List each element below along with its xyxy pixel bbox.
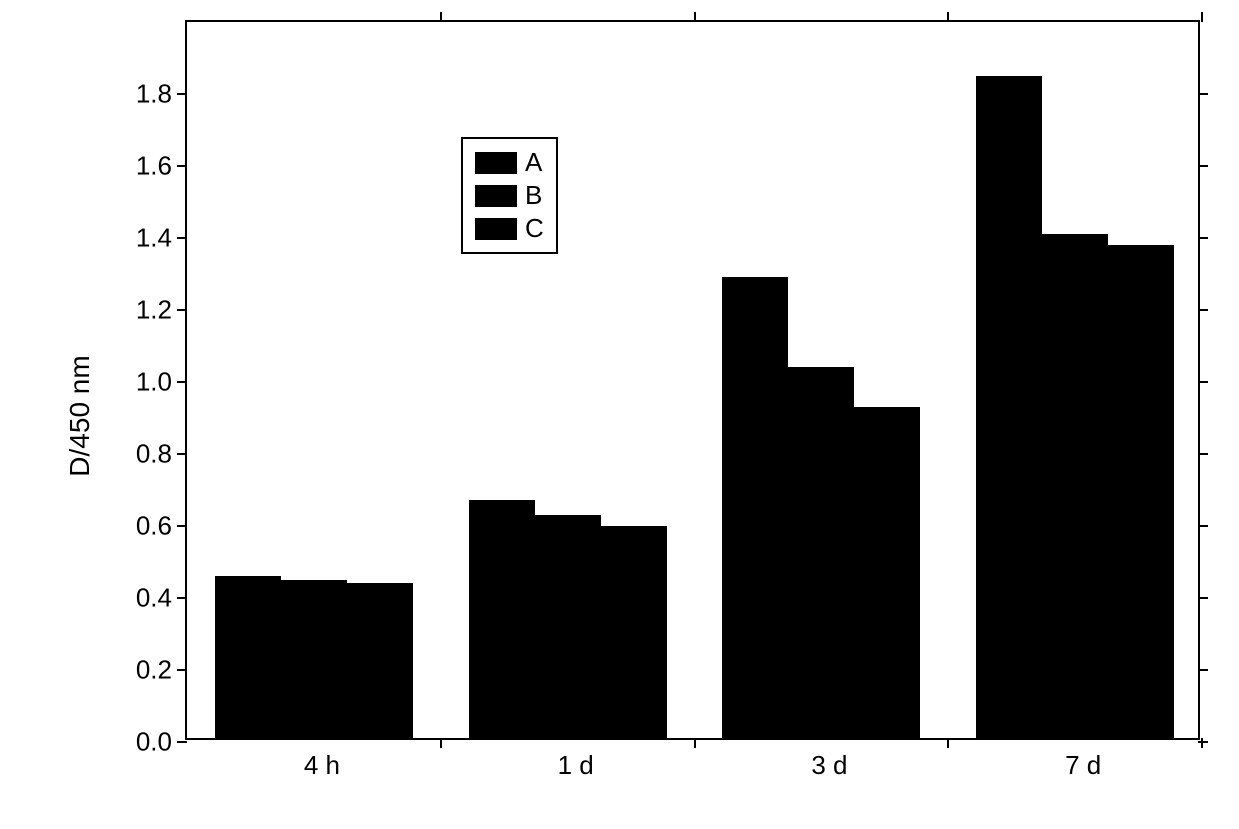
plot-area: ABC 0.00.20.40.60.81.01.21.41.61.84 h1 d… <box>185 20 1200 740</box>
legend-swatch <box>475 152 517 174</box>
bar-B-1d <box>535 515 601 738</box>
legend-label: C <box>525 213 544 244</box>
y-tick <box>1198 309 1208 311</box>
y-tick <box>177 309 187 311</box>
y-tick <box>177 741 187 743</box>
bar-A-7d <box>976 76 1042 738</box>
y-tick <box>1198 669 1208 671</box>
x-tick-label: 3 d <box>811 750 847 781</box>
legend-label: A <box>525 147 542 178</box>
x-tick <box>947 738 949 748</box>
x-tick <box>694 738 696 748</box>
legend-item: B <box>475 180 544 211</box>
x-tick <box>947 12 949 22</box>
bar-A-4h <box>215 576 281 738</box>
bar-B-4h <box>281 580 347 738</box>
y-tick <box>177 453 187 455</box>
y-tick-label: 1.4 <box>136 223 172 254</box>
y-tick <box>1198 597 1208 599</box>
y-tick-label: 0.4 <box>136 583 172 614</box>
legend: ABC <box>461 137 558 254</box>
y-tick <box>1198 453 1208 455</box>
y-tick-label: 1.6 <box>136 151 172 182</box>
x-tick <box>694 12 696 22</box>
y-tick <box>1198 165 1208 167</box>
y-tick <box>177 165 187 167</box>
bar-C-7d <box>1108 245 1174 738</box>
y-tick <box>177 237 187 239</box>
y-tick-label: 0.0 <box>136 727 172 758</box>
x-tick <box>440 738 442 748</box>
y-tick <box>177 597 187 599</box>
bar-C-1d <box>601 526 667 738</box>
y-tick-label: 0.6 <box>136 511 172 542</box>
legend-swatch <box>475 218 517 240</box>
legend-item: C <box>475 213 544 244</box>
legend-swatch <box>475 185 517 207</box>
y-tick <box>177 525 187 527</box>
y-axis-label: D/450 nm <box>64 355 96 476</box>
bar-A-1d <box>469 500 535 738</box>
y-tick <box>177 669 187 671</box>
bar-C-4h <box>347 583 413 738</box>
y-tick-label: 1.8 <box>136 79 172 110</box>
y-tick <box>1198 237 1208 239</box>
legend-label: B <box>525 180 542 211</box>
bar-C-3d <box>854 407 920 738</box>
y-tick <box>1198 741 1208 743</box>
chart-container: D/450 nm ABC 0.00.20.40.60.81.01.21.41.6… <box>80 20 1200 790</box>
y-tick-label: 1.0 <box>136 367 172 398</box>
y-tick <box>1198 93 1208 95</box>
x-tick <box>1201 12 1203 22</box>
y-tick-label: 1.2 <box>136 295 172 326</box>
y-tick <box>177 381 187 383</box>
x-tick-label: 4 h <box>304 750 340 781</box>
y-tick <box>1198 525 1208 527</box>
bar-B-3d <box>788 367 854 738</box>
x-tick <box>440 12 442 22</box>
legend-item: A <box>475 147 544 178</box>
bar-A-3d <box>722 277 788 738</box>
bar-B-7d <box>1042 234 1108 738</box>
x-tick-label: 7 d <box>1065 750 1101 781</box>
x-tick-label: 1 d <box>558 750 594 781</box>
y-tick <box>1198 381 1208 383</box>
x-tick <box>1201 738 1203 748</box>
y-tick-label: 0.8 <box>136 439 172 470</box>
y-tick-label: 0.2 <box>136 655 172 686</box>
y-tick <box>177 93 187 95</box>
